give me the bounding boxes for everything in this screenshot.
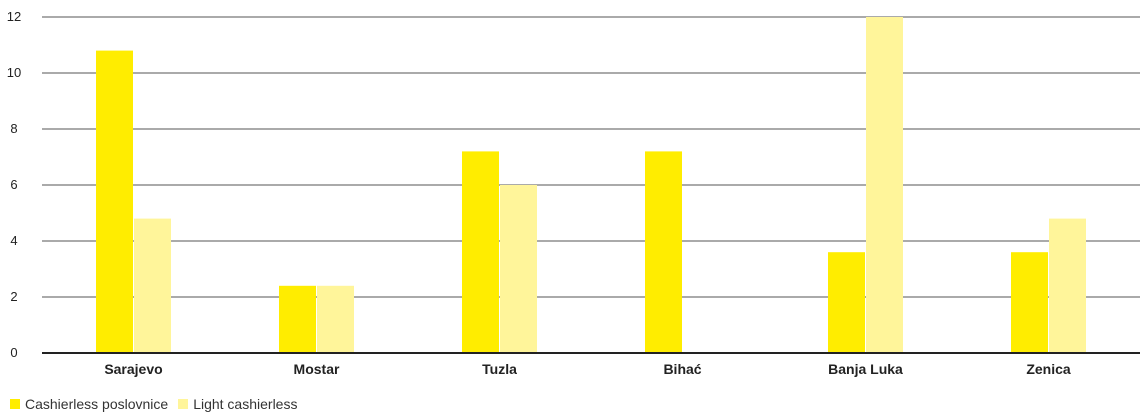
bar xyxy=(828,252,865,353)
bar xyxy=(1011,252,1048,353)
bar xyxy=(134,218,171,353)
bar xyxy=(500,185,537,353)
bar xyxy=(96,50,133,353)
legend-item-cashierless-poslovnice: Cashierless poslovnice xyxy=(10,396,168,412)
bar xyxy=(1049,218,1086,353)
bars xyxy=(96,17,1086,353)
x-tick-label: Mostar xyxy=(294,361,340,377)
y-tick-label: 0 xyxy=(10,345,17,360)
gridlines xyxy=(42,16,1140,298)
legend-item-light-cashierless: Light cashierless xyxy=(178,396,297,412)
x-tick-label: Zenica xyxy=(1026,361,1071,377)
bar-chart: 0 2 4 6 8 10 12 Sarajevo Mostar Tuzla Bihać Banja … xyxy=(7,9,1140,377)
y-tick-label: 6 xyxy=(10,177,17,192)
y-tick-label: 8 xyxy=(10,121,17,136)
legend-swatch-cashierless-poslovnice xyxy=(10,399,20,409)
bar xyxy=(279,285,316,353)
x-tick-label: Sarajevo xyxy=(104,361,162,377)
y-tick-label: 4 xyxy=(10,233,17,248)
legend: Cashierless poslovnice Light cashierless xyxy=(10,396,307,412)
x-tick-label: Tuzla xyxy=(482,361,517,377)
bar xyxy=(462,151,499,353)
y-axis-ticks: 0 2 4 6 8 10 12 xyxy=(7,9,21,360)
x-tick-label: Banja Luka xyxy=(828,361,903,377)
legend-swatch-light-cashierless xyxy=(178,399,189,409)
bar xyxy=(645,151,682,353)
x-tick-label: Bihać xyxy=(663,361,701,377)
bar xyxy=(866,17,903,353)
x-axis-categories: Sarajevo Mostar Tuzla Bihać Banja Luka Zenica xyxy=(104,361,1071,377)
legend-label-light-cashierless: Light cashierless xyxy=(193,396,298,412)
legend-label-cashierless-poslovnice: Cashierless poslovnice xyxy=(25,396,169,412)
y-tick-label: 10 xyxy=(7,65,21,80)
y-tick-label: 12 xyxy=(7,9,21,24)
bar xyxy=(317,285,354,353)
y-tick-label: 2 xyxy=(10,289,17,304)
